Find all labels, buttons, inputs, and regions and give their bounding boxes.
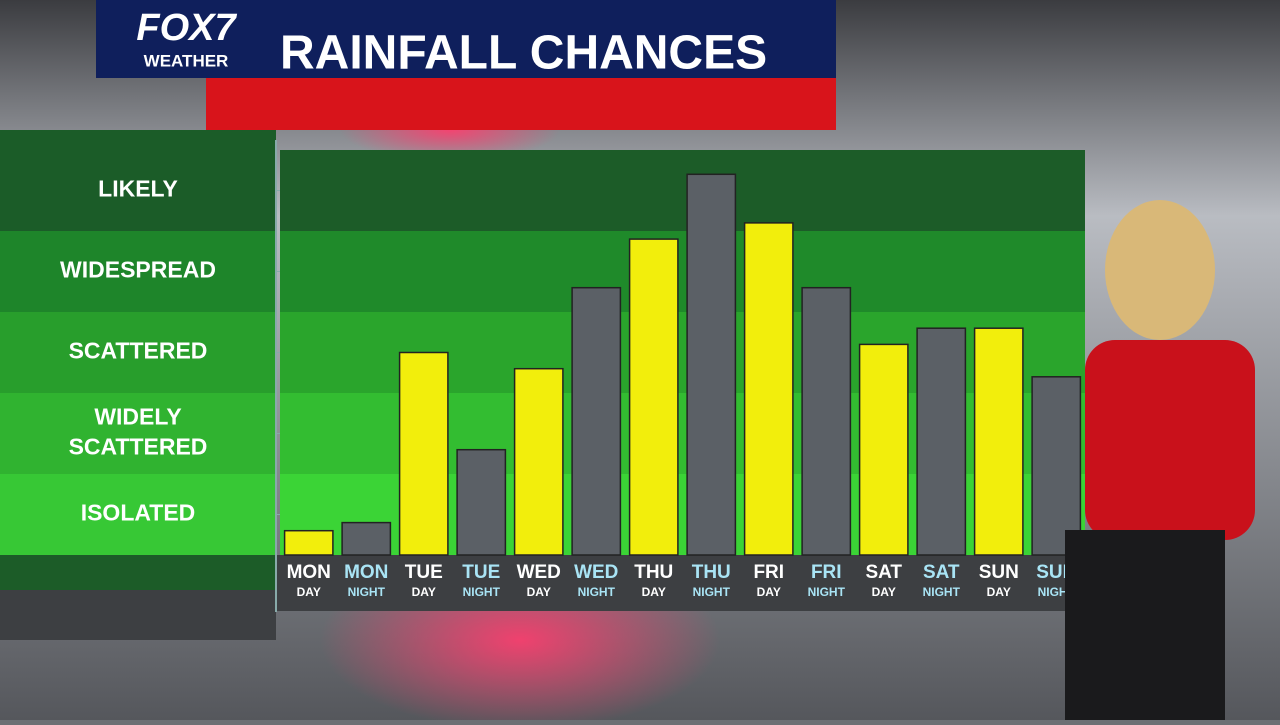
x-tick-sublabel: DAY [642, 585, 666, 599]
x-tick-label: MON [344, 562, 388, 583]
x-tick-sublabel: NIGHT [693, 585, 731, 599]
y-tick-label: WIDELY SCATTERED [69, 404, 208, 460]
x-tick-sublabel: DAY [757, 585, 781, 599]
presenter-top [1085, 340, 1255, 540]
bar [686, 173, 737, 556]
band [0, 312, 276, 393]
x-tick-sublabel: NIGHT [578, 585, 616, 599]
band [280, 150, 1085, 231]
x-tick-sublabel: DAY [412, 585, 436, 599]
x-tick-label: THU [634, 562, 673, 583]
y-tick-label: SCATTERED [69, 338, 208, 364]
x-tick-sublabel: NIGHT [808, 585, 846, 599]
bar [973, 327, 1024, 556]
band [0, 393, 276, 474]
x-tick-sublabel: NIGHT [923, 585, 961, 599]
band [0, 130, 276, 231]
band [0, 231, 276, 312]
x-tick-label: TUE [405, 562, 443, 583]
bar [801, 286, 852, 556]
title-stripe [206, 78, 836, 130]
x-tick-sublabel: DAY [987, 585, 1011, 599]
bar [571, 286, 622, 556]
band [0, 474, 276, 555]
x-tick-sublabel: NIGHT [463, 585, 501, 599]
y-tick-label: LIKELY [98, 176, 178, 202]
y-tick-label: WIDESPREAD [60, 257, 216, 283]
x-tick-label: MON [287, 562, 331, 583]
logo: FOX7 [136, 7, 237, 49]
x-tick-label: TUE [462, 562, 500, 583]
panel-foot [0, 590, 276, 640]
y-tick-label: ISOLATED [81, 500, 196, 526]
presenter [1065, 200, 1255, 720]
presenter-hair [1105, 200, 1215, 340]
bar [398, 351, 449, 556]
bar [456, 448, 507, 556]
x-tick-label: FRI [811, 562, 842, 583]
x-tick-sublabel: NIGHT [348, 585, 386, 599]
bar [628, 238, 679, 556]
bar [916, 327, 967, 556]
x-tick-sublabel: DAY [872, 585, 896, 599]
category-strip [276, 555, 1086, 611]
logo-sub: WEATHER [144, 51, 229, 70]
x-tick-label: SAT [865, 562, 902, 583]
x-tick-label: SUN [979, 562, 1019, 583]
x-tick-label: SAT [923, 562, 960, 583]
bar [341, 521, 392, 556]
presenter-skirt [1065, 530, 1225, 720]
x-tick-sublabel: DAY [527, 585, 551, 599]
x-tick-label: FRI [753, 562, 784, 583]
chart-title: RAINFALL CHANCES [280, 27, 767, 80]
x-tick-label: WED [574, 562, 618, 583]
x-tick-label: WED [517, 562, 561, 583]
band [280, 231, 1085, 312]
bar [513, 367, 564, 556]
x-tick-label: THU [692, 562, 731, 583]
title-bar [96, 0, 836, 78]
bar [283, 529, 334, 556]
x-tick-sublabel: DAY [297, 585, 321, 599]
bar [858, 343, 909, 556]
bar [743, 222, 794, 556]
bar [1031, 376, 1082, 556]
